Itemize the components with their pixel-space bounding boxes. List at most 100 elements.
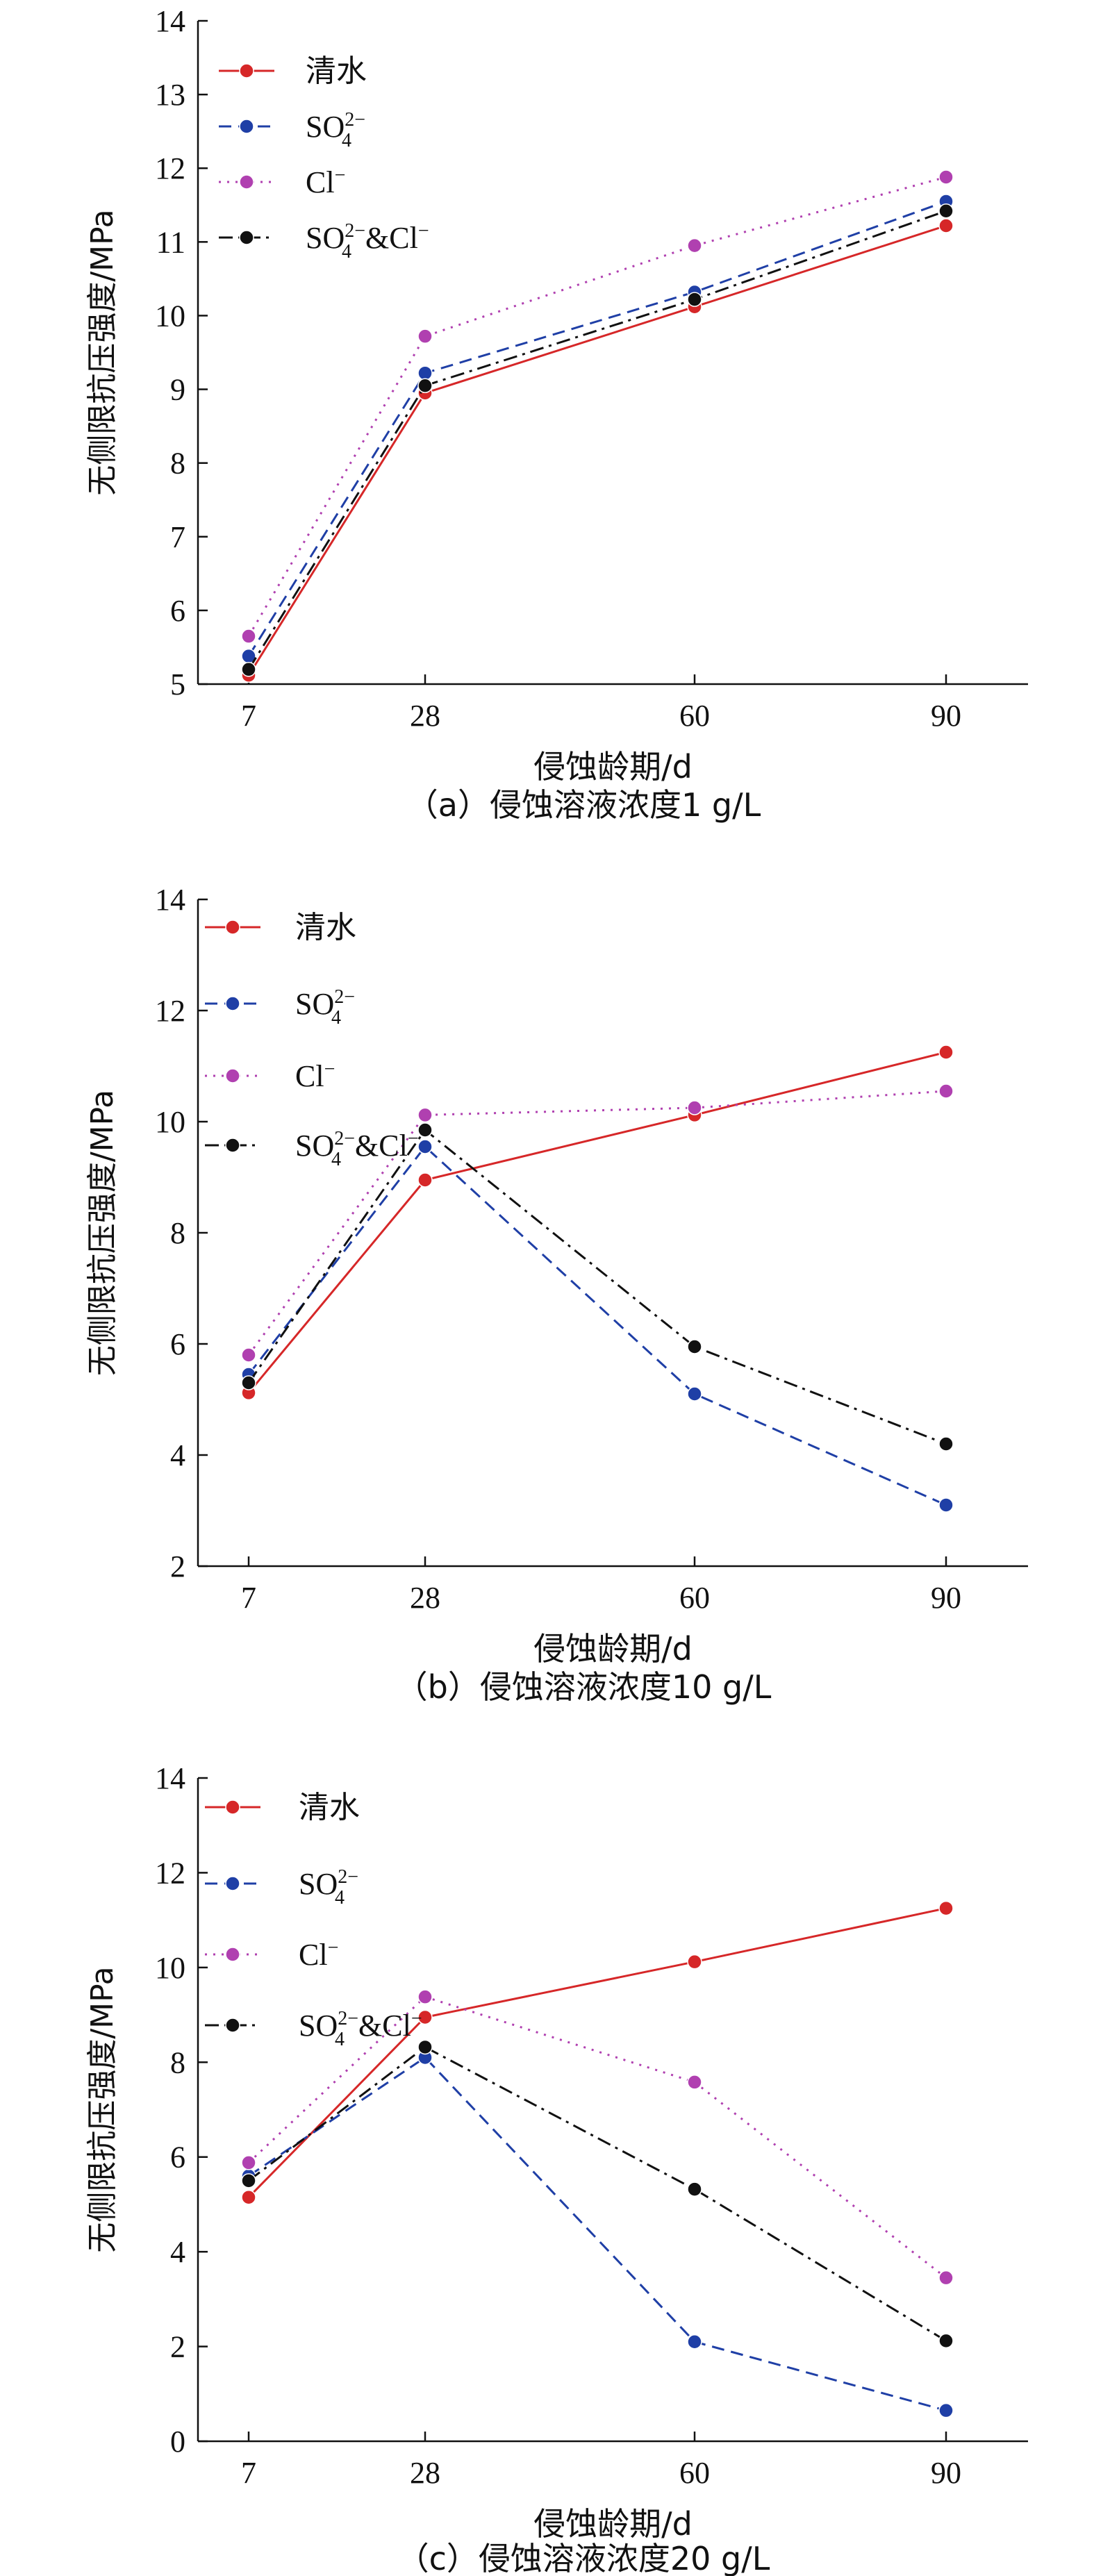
y-tick-label: 2 bbox=[170, 2330, 185, 2364]
data-point bbox=[417, 2009, 433, 2025]
legend-label: 清水 bbox=[299, 1790, 360, 1825]
legend-label: Cl− bbox=[299, 1937, 338, 1972]
data-point bbox=[417, 1172, 433, 1188]
chart-panel-a: 5 6 7 8 9 10 11 12 13 14 7 28 60 90 无侧限抗压强度/MPa 侵蚀龄期/d 清… bbox=[85, 4, 1028, 824]
y-tick-label: 14 bbox=[155, 883, 185, 917]
data-point bbox=[241, 2189, 256, 2205]
y-tick-label: 0 bbox=[170, 2425, 185, 2459]
x-tick-label: 60 bbox=[679, 2456, 710, 2490]
legend-marker bbox=[225, 920, 240, 935]
y-tick-label: 14 bbox=[155, 1761, 185, 1795]
data-point bbox=[687, 238, 702, 254]
data-point bbox=[687, 292, 702, 307]
data-point bbox=[938, 2333, 954, 2349]
x-tick-label: 7 bbox=[241, 1581, 256, 1615]
legend-label: SO2− 4 &Cl− bbox=[295, 1128, 419, 1170]
legend-marker bbox=[225, 1068, 240, 1083]
y-tick-label: 8 bbox=[170, 2045, 185, 2079]
data-point bbox=[687, 1339, 702, 1354]
y-tick-label: 7 bbox=[170, 520, 185, 554]
data-point bbox=[241, 2155, 256, 2170]
legend-marker bbox=[225, 1876, 240, 1891]
series-line bbox=[247, 1090, 947, 1356]
y-tick-label: 13 bbox=[155, 78, 185, 112]
data-point bbox=[417, 1107, 433, 1123]
series-line bbox=[248, 2056, 947, 2412]
y-tick-label: 9 bbox=[170, 373, 185, 407]
chart-caption: （a）侵蚀溶液浓度1 g/L bbox=[406, 786, 761, 824]
series-line bbox=[247, 1051, 947, 1394]
data-point bbox=[417, 365, 433, 381]
data-point bbox=[938, 169, 954, 185]
y-tick-label: 10 bbox=[155, 1105, 185, 1139]
data-point bbox=[417, 378, 433, 393]
data-point bbox=[417, 329, 433, 344]
y-tick-label: 14 bbox=[155, 4, 185, 38]
legend-label: SO2− 4 &Cl− bbox=[306, 220, 429, 263]
x-tick-label: 28 bbox=[410, 1581, 440, 1615]
y-tick-label: 12 bbox=[155, 1856, 185, 1890]
data-point bbox=[687, 1386, 702, 1402]
x-axis-label: 侵蚀龄期/d bbox=[533, 748, 693, 786]
x-tick-label: 60 bbox=[679, 699, 710, 733]
y-tick-label: 4 bbox=[170, 2235, 185, 2269]
x-tick-label: 28 bbox=[410, 699, 440, 733]
data-point bbox=[417, 1139, 433, 1154]
y-axis-label: 无侧限抗压强度/MPa bbox=[85, 1090, 120, 1376]
y-tick-label: 12 bbox=[155, 151, 185, 185]
x-axis-label: 侵蚀龄期/d bbox=[533, 2505, 693, 2543]
data-point bbox=[241, 1347, 256, 1363]
legend-marker bbox=[239, 174, 254, 190]
x-tick-label: 7 bbox=[241, 2456, 256, 2490]
series-line bbox=[247, 1145, 947, 1506]
y-tick-label: 4 bbox=[170, 1438, 185, 1472]
x-tick-label: 7 bbox=[241, 699, 256, 733]
legend-marker bbox=[225, 2018, 240, 2033]
legend-marker bbox=[225, 996, 240, 1011]
y-tick-label: 6 bbox=[170, 2141, 185, 2175]
legend-label: SO2− 4 bbox=[299, 1866, 358, 1909]
x-tick-label: 90 bbox=[931, 699, 961, 733]
legend-marker bbox=[239, 230, 254, 245]
y-axis-label: 无侧限抗压强度/MPa bbox=[85, 1966, 120, 2252]
legend-label: Cl− bbox=[295, 1058, 335, 1093]
series-line bbox=[247, 200, 947, 657]
legend-label: 清水 bbox=[295, 910, 356, 945]
y-tick-label: 8 bbox=[170, 447, 185, 481]
series-line bbox=[247, 1907, 947, 2198]
x-tick-label: 90 bbox=[931, 1581, 961, 1615]
x-tick-label: 90 bbox=[931, 2456, 961, 2490]
data-point bbox=[417, 1989, 433, 2004]
data-point bbox=[687, 1954, 702, 1970]
data-point bbox=[687, 2182, 702, 2197]
legend-marker bbox=[239, 63, 254, 78]
data-point bbox=[687, 2334, 702, 2350]
legend-label: SO2− 4 bbox=[306, 109, 365, 151]
y-axis-label: 无侧限抗压强度/MPa bbox=[85, 209, 120, 495]
data-point bbox=[241, 2173, 256, 2188]
legend-label: 清水 bbox=[306, 53, 367, 89]
data-point bbox=[938, 1497, 954, 1513]
legend-label: SO2− 4 bbox=[295, 986, 355, 1029]
y-tick-label: 5 bbox=[170, 667, 185, 701]
data-point bbox=[938, 218, 954, 233]
y-tick-label: 11 bbox=[156, 225, 185, 259]
data-point bbox=[687, 2075, 702, 2090]
y-tick-label: 8 bbox=[170, 1216, 185, 1250]
data-point bbox=[938, 1436, 954, 1452]
series-line bbox=[247, 1128, 947, 1445]
series-line bbox=[247, 1995, 947, 2279]
data-point bbox=[938, 203, 954, 219]
data-point bbox=[417, 1122, 433, 1138]
chart-caption: （b）侵蚀溶液浓度10 g/L bbox=[396, 1668, 772, 1706]
chart-panel-c: 0 2 4 6 8 10 12 14 7 28 60 90 无侧限抗压强度/MPa 侵蚀龄期/d 清水 SO2… bbox=[85, 1761, 1028, 2576]
data-point bbox=[241, 629, 256, 644]
series-line bbox=[247, 210, 947, 670]
y-tick-label: 6 bbox=[170, 1327, 185, 1361]
legend-label: Cl− bbox=[306, 165, 345, 199]
series-line bbox=[248, 2045, 947, 2342]
series-line bbox=[247, 176, 947, 637]
data-point bbox=[938, 1900, 954, 1916]
data-point bbox=[938, 2402, 954, 2418]
